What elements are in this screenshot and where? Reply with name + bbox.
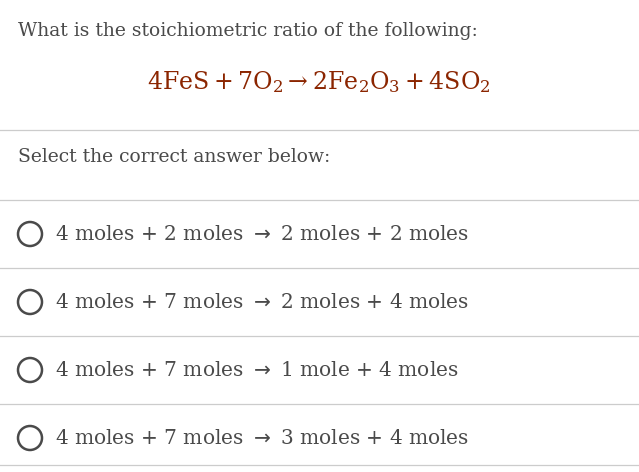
Text: 4 moles + 7 moles $\rightarrow$ 2 moles + 4 moles: 4 moles + 7 moles $\rightarrow$ 2 moles … bbox=[55, 293, 469, 312]
Text: 4 moles + 7 moles $\rightarrow$ 3 moles + 4 moles: 4 moles + 7 moles $\rightarrow$ 3 moles … bbox=[55, 429, 469, 447]
Text: 4 moles + 2 moles $\rightarrow$ 2 moles + 2 moles: 4 moles + 2 moles $\rightarrow$ 2 moles … bbox=[55, 225, 469, 244]
Text: What is the stoichiometric ratio of the following:: What is the stoichiometric ratio of the … bbox=[18, 22, 478, 40]
Text: 4 moles + 7 moles $\rightarrow$ 1 mole + 4 moles: 4 moles + 7 moles $\rightarrow$ 1 mole +… bbox=[55, 361, 459, 379]
Text: $\mathdefault{4FeS + 7O_2 \rightarrow 2Fe_2O_3 + 4SO_2}$: $\mathdefault{4FeS + 7O_2 \rightarrow 2F… bbox=[147, 69, 491, 95]
Text: Select the correct answer below:: Select the correct answer below: bbox=[18, 148, 330, 166]
